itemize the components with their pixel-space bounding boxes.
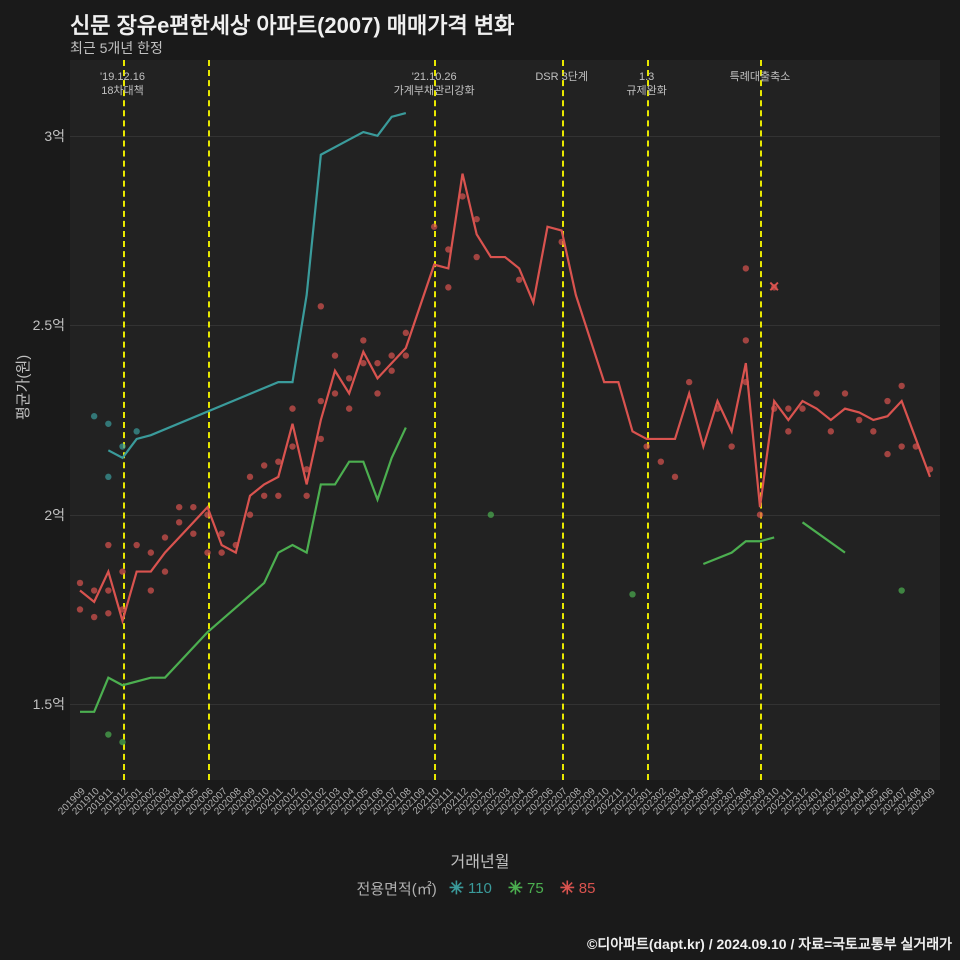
y-axis-label: 평균가(원) xyxy=(12,355,33,420)
legend-item: ✳75 xyxy=(508,878,544,899)
legend-item: ✳110 xyxy=(449,878,492,899)
legend-title: 전용면적(㎡) xyxy=(357,881,437,898)
chart-subtitle: 최근 5개년 한정 xyxy=(70,38,163,58)
svg-text:✕: ✕ xyxy=(768,278,780,294)
x-axis-label: 거래년월 xyxy=(0,848,960,872)
y-tick: 2.5억 xyxy=(33,315,65,335)
footer-credit: ©디아파트(dapt.kr) / 2024.09.10 / 자료=국토교통부 실… xyxy=(587,934,952,954)
chart-title: 신문 장유e편한세상 아파트(2007) 매매가격 변화 xyxy=(70,8,514,40)
legend: 전용면적(㎡) ✳110 ✳75 ✳85 xyxy=(0,878,960,899)
legend-item: ✳85 xyxy=(560,878,596,899)
y-tick: 1.5억 xyxy=(33,694,65,714)
plot-svg: ✕ xyxy=(70,60,940,780)
y-tick: 3억 xyxy=(44,126,65,146)
y-tick: 2억 xyxy=(44,505,65,525)
